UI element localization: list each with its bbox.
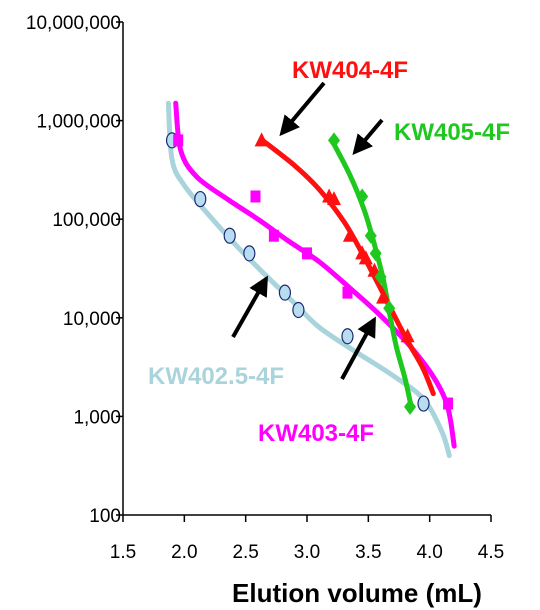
series-labels: KW404-4F KW405-4F KW402.5-4F KW403-4F bbox=[148, 57, 510, 447]
data-point bbox=[342, 227, 357, 242]
y-tick-label: 1,000,000 bbox=[36, 112, 121, 133]
data-point bbox=[327, 132, 340, 149]
label-kw405: KW405-4F bbox=[394, 119, 510, 146]
x-tick-label: 4.0 bbox=[416, 542, 442, 563]
series-markers bbox=[165, 132, 454, 415]
data-point bbox=[369, 245, 382, 262]
data-point bbox=[443, 397, 454, 410]
data-point bbox=[374, 268, 387, 285]
label-arrows bbox=[231, 81, 384, 380]
data-point bbox=[356, 188, 369, 205]
label-arrow bbox=[352, 118, 384, 156]
data-point bbox=[194, 190, 207, 208]
y-tick-label: 10,000,000 bbox=[26, 13, 121, 34]
data-point bbox=[404, 398, 417, 415]
data-point bbox=[254, 132, 269, 147]
x-tick-label: 3.5 bbox=[355, 542, 381, 563]
x-tick-label: 1.5 bbox=[110, 542, 136, 563]
data-point bbox=[417, 395, 430, 412]
data-point bbox=[376, 289, 391, 304]
x-tick-label: 2.5 bbox=[232, 542, 258, 563]
label-arrow bbox=[279, 81, 326, 137]
data-point bbox=[223, 227, 236, 244]
data-point bbox=[364, 227, 377, 244]
data-point bbox=[278, 284, 292, 301]
data-point bbox=[243, 245, 256, 262]
y-tick-label: 100,000 bbox=[52, 210, 121, 231]
label-kw403: KW403-4F bbox=[258, 420, 374, 447]
x-tick-label: 4.5 bbox=[478, 542, 504, 563]
data-point bbox=[326, 191, 341, 206]
y-tick-label: 10,000 bbox=[63, 309, 121, 330]
y-tick-label: 1,000 bbox=[73, 407, 121, 428]
data-point bbox=[250, 190, 261, 203]
data-point bbox=[400, 328, 415, 343]
y-tick-label: 100 bbox=[89, 506, 121, 527]
x-tick-label: 3.0 bbox=[294, 542, 320, 563]
data-point bbox=[383, 300, 396, 317]
data-point bbox=[358, 250, 373, 265]
label-arrow bbox=[340, 316, 376, 380]
data-point bbox=[173, 134, 184, 147]
axes: 100 1,000 10,000 100,000 1,000,000 10,000,000… bbox=[26, 13, 504, 563]
data-point bbox=[302, 247, 312, 260]
x-tick-label: 2.0 bbox=[171, 542, 197, 563]
label-kw404: KW404-4F bbox=[292, 57, 408, 84]
series-curve-1 bbox=[173, 100, 457, 449]
data-point bbox=[268, 229, 279, 242]
data-point bbox=[292, 301, 305, 319]
data-point bbox=[341, 328, 354, 345]
label-arrow bbox=[231, 275, 268, 338]
series-curve-2 bbox=[259, 137, 436, 397]
data-point bbox=[342, 286, 353, 299]
x-axis-title: Elution volume (mL) bbox=[232, 578, 482, 608]
label-kw402-5: KW402.5-4F bbox=[148, 363, 284, 390]
